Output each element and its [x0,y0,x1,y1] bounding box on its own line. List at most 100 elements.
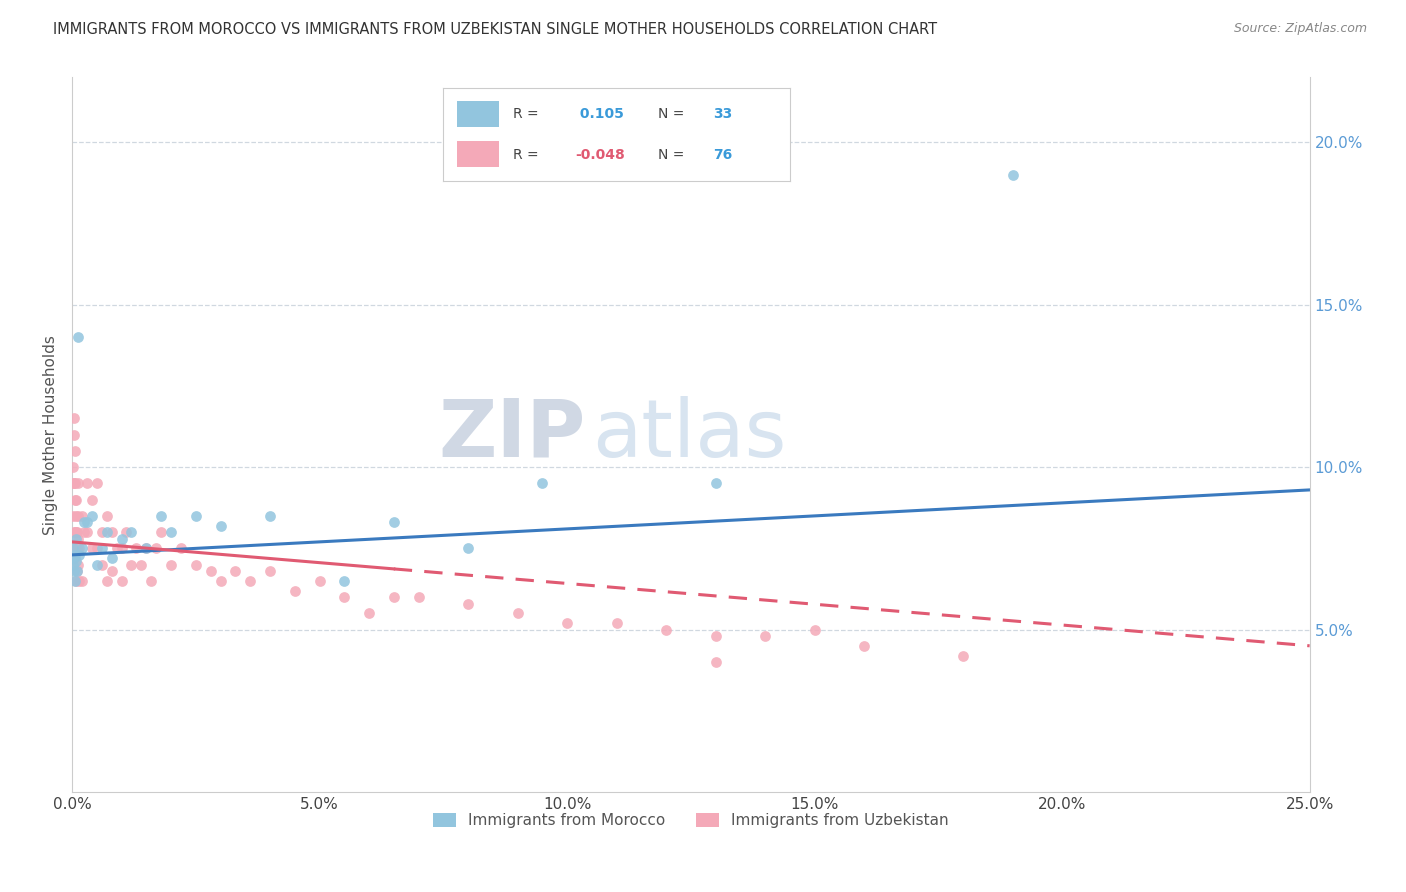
Point [357,607,380,621]
Point [259,564,281,578]
Point [184,558,207,572]
Point [110,541,132,556]
Point [63,476,86,491]
Point [66,532,89,546]
Point [100,564,122,578]
Point [704,476,727,491]
Point [96,574,118,588]
Point [66,541,89,556]
Point [62,476,84,491]
Point [65,525,87,540]
Point [67,548,90,562]
Point [65,492,87,507]
Point [96,525,118,540]
Point [67,558,90,572]
Point [145,541,167,556]
Point [200,564,222,578]
Text: ZIP: ZIP [439,396,586,474]
Point [63,564,86,578]
Point [110,532,132,546]
Point [704,655,727,669]
Point [803,623,825,637]
Point [76,476,98,491]
Point [90,541,112,556]
Point [120,558,142,572]
Point [63,427,86,442]
Point [209,518,232,533]
Point [66,564,89,578]
Point [150,508,173,523]
Point [62,541,84,556]
Point [65,476,87,491]
Point [382,590,405,604]
Point [1001,168,1024,182]
Point [224,564,246,578]
Point [704,629,727,643]
Point [125,541,148,556]
Point [531,476,554,491]
Point [150,525,173,540]
Point [135,541,157,556]
Point [66,330,89,344]
Point [73,516,96,530]
Point [70,574,93,588]
Point [63,525,86,540]
Point [63,492,86,507]
Point [506,607,529,621]
Point [67,574,90,588]
Point [141,574,163,588]
Point [65,554,87,568]
Point [170,541,193,556]
Point [209,574,232,588]
Point [90,558,112,572]
Point [184,508,207,523]
Point [66,525,89,540]
Point [120,525,142,540]
Point [408,590,430,604]
Point [66,564,89,578]
Point [65,532,87,546]
Point [63,444,86,458]
Point [110,574,132,588]
Point [66,476,89,491]
Point [555,616,578,631]
Point [86,558,108,572]
Point [67,541,90,556]
Point [333,590,356,604]
Point [76,525,98,540]
Point [100,525,122,540]
Point [65,574,87,588]
Y-axis label: Single Mother Households: Single Mother Households [44,334,58,534]
Point [80,508,103,523]
Text: atlas: atlas [592,396,786,474]
Point [73,525,96,540]
Point [63,411,86,425]
Point [457,541,479,556]
Point [86,476,108,491]
Point [96,508,118,523]
Point [606,616,628,631]
Point [62,558,84,572]
Point [62,460,84,475]
Point [70,541,93,556]
Point [67,508,90,523]
Point [284,583,307,598]
Point [655,623,678,637]
Point [90,525,112,540]
Point [65,574,87,588]
Point [62,541,84,556]
Point [160,558,183,572]
Point [952,648,974,663]
Point [86,541,108,556]
Legend: Immigrants from Morocco, Immigrants from Uzbekistan: Immigrants from Morocco, Immigrants from… [427,807,955,834]
Text: Source: ZipAtlas.com: Source: ZipAtlas.com [1233,22,1367,36]
Text: IMMIGRANTS FROM MOROCCO VS IMMIGRANTS FROM UZBEKISTAN SINGLE MOTHER HOUSEHOLDS C: IMMIGRANTS FROM MOROCCO VS IMMIGRANTS FR… [53,22,938,37]
Point [70,508,93,523]
Point [382,516,405,530]
Point [239,574,262,588]
Point [131,558,153,572]
Point [63,548,86,562]
Point [80,541,103,556]
Point [100,551,122,566]
Point [80,492,103,507]
